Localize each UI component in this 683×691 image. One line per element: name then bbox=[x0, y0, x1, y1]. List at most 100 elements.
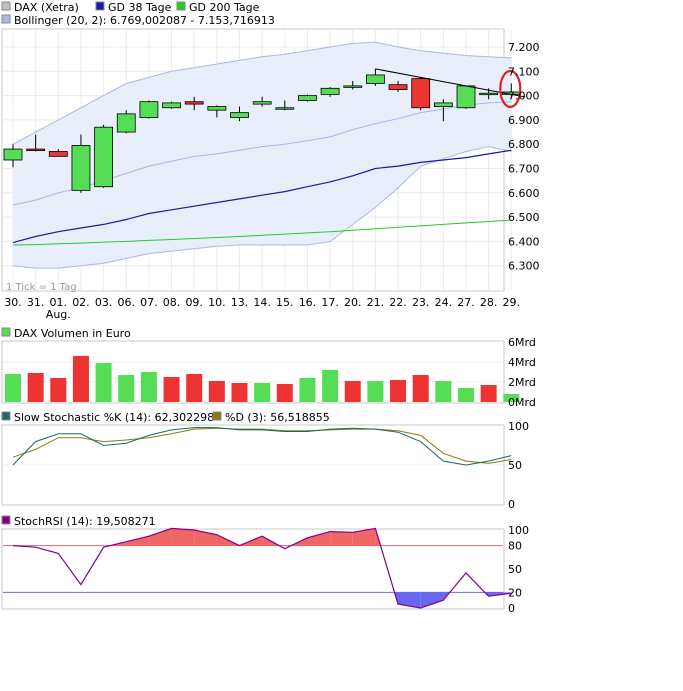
legend-swatch-volume bbox=[1, 327, 11, 337]
price-tick-label: 7.000 bbox=[508, 90, 540, 103]
candle-body bbox=[343, 85, 363, 88]
candle bbox=[298, 94, 317, 102]
candle bbox=[252, 96, 272, 107]
rsi-overbought-area bbox=[307, 531, 331, 546]
volume-bar bbox=[5, 374, 21, 402]
candle bbox=[411, 77, 431, 111]
volume-tick-label: 6Mrd bbox=[508, 336, 536, 349]
volume-bar bbox=[390, 380, 407, 402]
price-tick-label: 6.500 bbox=[508, 211, 540, 224]
legend-swatch-dax bbox=[1, 1, 11, 11]
candle-body bbox=[230, 112, 249, 118]
rsi-overbought-area bbox=[352, 528, 376, 546]
bollinger-upper-line bbox=[12, 41, 512, 145]
x-tick-label: 22. bbox=[389, 296, 407, 309]
volume-bar bbox=[118, 375, 135, 402]
x-month-label: Aug. bbox=[46, 308, 71, 321]
volume-bar bbox=[231, 383, 248, 402]
rsi-overbought-area bbox=[148, 528, 172, 546]
legend-swatch-gd38 bbox=[95, 1, 105, 11]
legend-label-gd38: GD 38 Tage bbox=[108, 1, 172, 14]
x-tick-label: 15. bbox=[276, 296, 294, 309]
volume-bar bbox=[95, 363, 112, 402]
candle-body bbox=[320, 87, 340, 95]
price-tick-label: 6.800 bbox=[508, 138, 540, 151]
legend-label-d: %D (3): 56,518855 bbox=[225, 411, 330, 424]
price-tick-label: 6.300 bbox=[508, 260, 540, 273]
price-legend: DAX (Xetra) GD 38 Tage GD 200 Tage Bolli… bbox=[1, 1, 275, 27]
price-y-axis: 6.300 6.400 6.500 6.600 6.700 6.800 6.900 7.000… bbox=[508, 41, 540, 273]
bollinger-lower-line bbox=[12, 146, 512, 269]
candle bbox=[48, 149, 68, 157]
candle-body bbox=[388, 84, 408, 90]
volume-bars bbox=[5, 356, 520, 402]
x-tick-label: 16. bbox=[299, 296, 317, 309]
x-tick-label: 23. bbox=[412, 296, 430, 309]
candle-body bbox=[456, 85, 476, 109]
volume-y-axis: 0Mrd 2Mrd 4Mrd 6Mrd bbox=[508, 336, 536, 409]
candle-body bbox=[162, 102, 181, 109]
candle-body bbox=[275, 107, 295, 110]
volume-bar bbox=[503, 394, 520, 402]
x-tick-label: 17. bbox=[321, 296, 339, 309]
volume-tick-label: 2Mrd bbox=[508, 376, 536, 389]
rsi-tick-label: 100 bbox=[508, 524, 529, 537]
x-tick-label: 14. bbox=[253, 296, 271, 309]
candle-body bbox=[139, 101, 159, 118]
candle-body bbox=[116, 113, 136, 133]
candles bbox=[3, 68, 521, 193]
legend-label-volume: DAX Volumen in Euro bbox=[14, 327, 131, 340]
volume-bar bbox=[72, 356, 89, 402]
candle bbox=[207, 105, 227, 118]
candle bbox=[162, 101, 181, 109]
volume-bar bbox=[367, 381, 384, 402]
stoch-y-axis: 0 50 100 bbox=[508, 420, 529, 511]
x-tick-label: 07. bbox=[140, 296, 158, 309]
candle bbox=[184, 96, 204, 111]
stoch-tick-label: 50 bbox=[508, 459, 522, 472]
candle bbox=[456, 85, 476, 109]
x-tick-label: 24. bbox=[435, 296, 453, 309]
candle-body bbox=[207, 106, 227, 111]
candle-body bbox=[479, 92, 499, 96]
x-tick-label: 09. bbox=[185, 296, 203, 309]
rsi-line bbox=[12, 527, 512, 609]
candle-body bbox=[298, 95, 317, 101]
x-tick-label: 21. bbox=[367, 296, 385, 309]
rsi-oversold-area bbox=[420, 592, 444, 608]
volume-bar bbox=[254, 383, 271, 402]
ma38-line bbox=[12, 149, 512, 244]
candle bbox=[116, 110, 136, 134]
volume-tick-label: 0Mrd bbox=[508, 396, 536, 409]
x-tick-label: 30. bbox=[4, 296, 22, 309]
volume-bar bbox=[299, 378, 316, 402]
price-tick-label: 7.200 bbox=[508, 41, 540, 54]
candle-body bbox=[411, 78, 431, 109]
candle bbox=[275, 100, 295, 111]
candle bbox=[26, 134, 46, 152]
candle bbox=[139, 100, 159, 119]
candle-body bbox=[252, 101, 272, 105]
rsi-y-axis: 0 20 50 80 100 bbox=[508, 524, 529, 615]
legend-swatch-d bbox=[212, 411, 222, 421]
price-tick-label: 6.600 bbox=[508, 187, 540, 200]
rsi-tick-label: 20 bbox=[508, 586, 522, 599]
x-tick-label: 01. bbox=[50, 296, 68, 309]
rsi-tick-label: 0 bbox=[508, 602, 515, 615]
rsi-overbought-area bbox=[126, 536, 149, 546]
volume-bar bbox=[50, 378, 67, 402]
candle-body bbox=[26, 148, 46, 151]
volume-bar bbox=[435, 381, 452, 402]
candle bbox=[343, 81, 363, 90]
candle bbox=[365, 68, 385, 86]
rsi-overbought-area bbox=[330, 531, 353, 546]
volume-bar bbox=[163, 377, 180, 402]
price-tick-label: 6.400 bbox=[508, 235, 540, 248]
x-tick-label: 20. bbox=[344, 296, 362, 309]
x-tick-label: 31. bbox=[27, 296, 45, 309]
x-axis: 30. 31. 01. 02. 03. 06. 07. 08. 09. 10. 13. 14. 15. 1… bbox=[4, 296, 520, 321]
stoch-tick-label: 0 bbox=[508, 498, 515, 511]
candle bbox=[3, 144, 23, 168]
volume-bar bbox=[344, 381, 361, 402]
legend-swatch-rsi bbox=[1, 515, 11, 525]
